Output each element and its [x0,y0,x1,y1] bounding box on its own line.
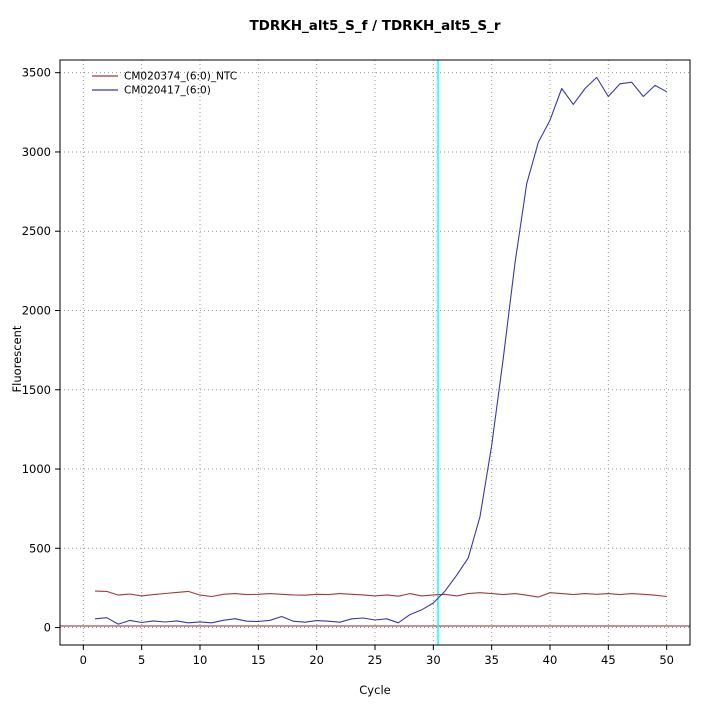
x-tick-label: 50 [659,653,674,667]
x-tick-label: 0 [80,653,87,667]
x-tick-label: 5 [138,653,145,667]
series-line-CM020417_(6:0) [94,76,667,625]
x-tick-label: 40 [543,653,558,667]
x-tick-label: 10 [193,653,208,667]
chart-title: TDRKH_alt5_S_f / TDRKH_alt5_S_r [249,18,501,34]
x-tick-label: 20 [309,653,324,667]
y-tick-label: 0 [44,621,51,635]
x-tick-label: 45 [601,653,616,667]
y-tick-label: 3500 [22,66,51,80]
x-axis-label: Cycle [359,683,391,697]
x-tick-label: 15 [251,653,266,667]
y-tick-label: 3000 [22,145,51,159]
y-tick-label: 1500 [22,383,51,397]
x-tick-label: 30 [426,653,441,667]
y-tick-label: 1000 [22,462,51,476]
legend-label: CM020374_(6:0)_NTC [124,71,237,83]
y-axis-label: Fluorescent [10,325,24,393]
x-tick-label: 25 [368,653,383,667]
y-tick-label: 2000 [22,303,51,317]
series-line-CM020374_(6:0)_NTC [94,590,667,598]
x-tick-label: 35 [484,653,499,667]
y-tick-label: 2500 [22,224,51,238]
y-tick-label: 500 [29,541,51,555]
legend-label: CM020417_(6:0) [124,85,211,97]
